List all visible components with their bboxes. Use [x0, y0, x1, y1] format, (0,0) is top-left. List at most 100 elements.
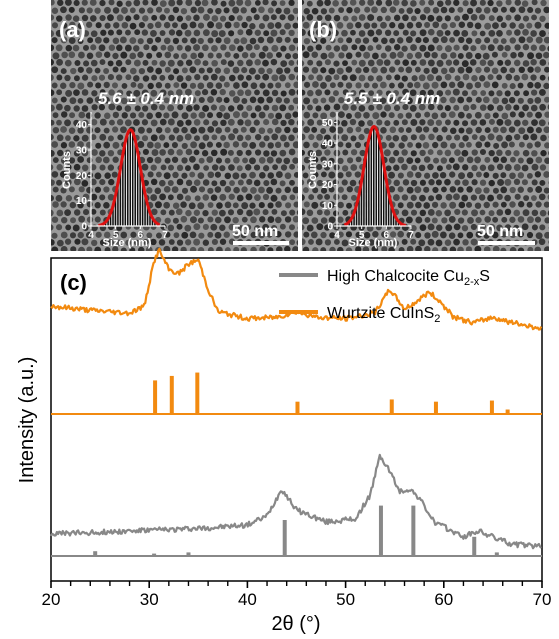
nanoparticle	[228, 44, 236, 52]
nanoparticle	[333, 74, 340, 81]
nanoparticle	[233, 52, 240, 59]
nanoparticle	[389, 82, 395, 89]
nanoparticle	[99, 178, 106, 186]
nanoparticle	[129, 22, 137, 30]
nanoparticle	[95, 22, 102, 29]
gaussian-fit-curve	[343, 124, 407, 227]
reference-peak	[153, 380, 158, 414]
nanoparticle	[275, 96, 283, 104]
nanoparticle	[531, 179, 538, 186]
nanoparticle	[198, 186, 206, 193]
nanoparticle	[249, 23, 256, 30]
nanoparticle	[89, 0, 97, 6]
nanoparticle	[368, 254, 374, 260]
nanoparticle	[245, 224, 252, 231]
nanoparticle	[325, 44, 332, 51]
nanoparticle	[296, 74, 298, 81]
nanoparticle	[328, 186, 335, 193]
nanoparticle	[160, 164, 167, 171]
nanoparticle	[453, 44, 460, 51]
nanoparticle	[475, 96, 482, 103]
nanoparticle	[470, 45, 477, 52]
nanoparticle	[108, 103, 116, 111]
nanoparticle	[436, 165, 443, 172]
nanoparticle	[444, 73, 452, 81]
nanoparticle	[397, 186, 404, 193]
nanoparticle	[193, 149, 200, 156]
nanoparticle	[259, 246, 266, 251]
nanoparticle	[288, 59, 295, 66]
nanoparticle	[99, 133, 107, 141]
nanoparticle	[117, 134, 124, 141]
nanoparticle	[312, 97, 319, 104]
nanoparticle	[424, 232, 431, 239]
nanoparticle	[189, 246, 197, 251]
nanoparticle	[316, 14, 323, 21]
nanoparticle	[155, 232, 162, 239]
nanoparticle	[181, 37, 188, 44]
nanoparticle	[428, 133, 435, 141]
nanoparticle	[78, 111, 86, 119]
nanoparticle	[86, 126, 94, 134]
nanoparticle	[69, 97, 77, 105]
nanoparticle	[457, 217, 465, 224]
nanoparticle	[547, 45, 549, 52]
histogram-bar	[377, 137, 381, 227]
nanoparticle	[436, 90, 444, 97]
nanoparticle	[73, 163, 81, 171]
nanoparticle	[548, 31, 549, 35]
nanoparticle	[453, 193, 460, 201]
nanoparticle	[461, 60, 469, 68]
nanoparticle	[73, 105, 80, 112]
nanoparticle	[306, 178, 314, 186]
nanoparticle	[375, 29, 383, 36]
nanoparticle	[342, 149, 349, 156]
nanoparticle	[363, 127, 370, 135]
nanoparticle	[320, 22, 328, 29]
nanoparticle	[94, 7, 101, 14]
nanoparticle	[440, 81, 448, 89]
nanoparticle	[393, 0, 400, 6]
nanoparticle	[526, 142, 533, 149]
nanoparticle	[383, 149, 391, 157]
nanoparticle	[448, 7, 455, 14]
nanoparticle	[435, 209, 443, 217]
nanoparticle	[129, 112, 137, 119]
nanoparticle	[138, 96, 145, 104]
nanoparticle	[419, 134, 426, 141]
nanoparticle	[141, 89, 149, 97]
nanoparticle	[397, 112, 404, 119]
nanoparticle	[180, 246, 187, 251]
nanoparticle	[201, 0, 209, 7]
x-tick-label: 70	[533, 590, 552, 609]
nanoparticle	[401, 238, 408, 245]
nanoparticle	[211, 238, 218, 246]
nanoparticle	[184, 29, 192, 37]
nanoparticle	[316, 133, 323, 141]
nanoparticle	[513, 164, 521, 171]
nanoparticle	[193, 29, 201, 37]
nanoparticle	[91, 75, 98, 82]
nanoparticle	[77, 172, 85, 180]
nanoparticle	[176, 75, 184, 82]
nanoparticle	[288, 44, 296, 52]
nanoparticle	[262, 14, 270, 22]
nanoparticle	[244, 0, 252, 7]
nanoparticle	[175, 208, 183, 216]
nanoparticle	[350, 164, 358, 171]
nanoparticle	[283, 157, 291, 165]
nanoparticle	[362, 37, 370, 44]
nanoparticle	[167, 118, 175, 126]
nanoparticle	[271, 74, 279, 82]
nanoparticle	[124, 105, 132, 112]
nanoparticle	[415, 201, 422, 209]
nanoparticle	[492, 156, 500, 163]
nanoparticle	[271, 104, 279, 112]
nanoparticle	[448, 232, 456, 239]
nanoparticle	[73, 209, 81, 216]
nanoparticle	[227, 60, 235, 67]
nanoparticle	[224, 216, 231, 224]
nanoparticle	[137, 141, 145, 149]
nanoparticle	[250, 82, 258, 90]
nanoparticle	[316, 60, 323, 67]
